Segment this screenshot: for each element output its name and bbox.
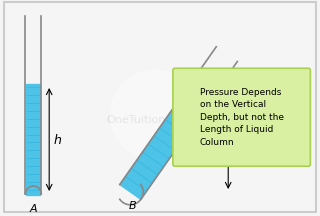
Text: A: A bbox=[29, 204, 37, 214]
Text: Pressure Depends
on the Vertical
Depth, but not the
Length of Liquid
Column: Pressure Depends on the Vertical Depth, … bbox=[200, 88, 284, 147]
Polygon shape bbox=[175, 105, 226, 135]
Circle shape bbox=[110, 70, 200, 159]
Text: h: h bbox=[232, 129, 240, 142]
FancyBboxPatch shape bbox=[173, 68, 310, 166]
Polygon shape bbox=[120, 71, 220, 199]
Text: B: B bbox=[129, 201, 136, 211]
Text: OneTuition.com.my: OneTuition.com.my bbox=[106, 115, 214, 125]
Text: h: h bbox=[53, 134, 61, 147]
Bar bbox=[27, 84, 40, 195]
